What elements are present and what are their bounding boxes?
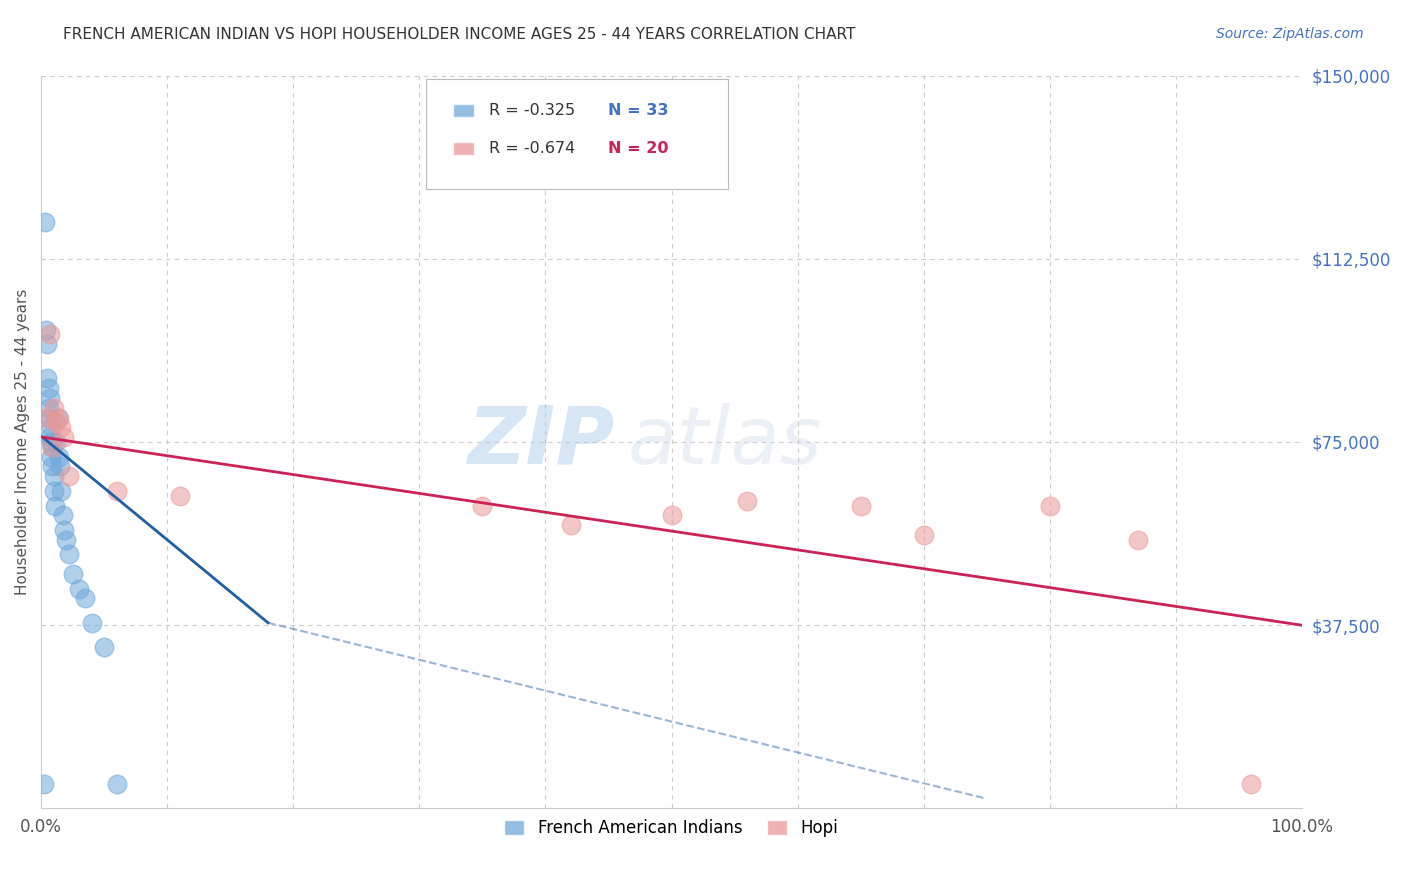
Point [49,459,72,474]
Point [37,371,59,385]
Point [39,391,62,405]
FancyBboxPatch shape [453,142,474,155]
Text: R = -0.325: R = -0.325 [489,103,575,119]
Point [35,323,58,337]
Point [52,430,75,444]
Point [1240,777,1263,791]
Point [58,547,80,561]
Point [42,483,65,498]
Point [34,215,56,229]
Point [1126,533,1149,547]
FancyBboxPatch shape [453,104,474,117]
Point [39,450,62,464]
Point [52,523,75,537]
Point [45,416,67,430]
Point [849,499,872,513]
Text: N = 33: N = 33 [609,103,669,119]
Point [39,410,62,425]
Point [41,440,63,454]
FancyBboxPatch shape [426,79,728,189]
Text: N = 20: N = 20 [609,141,669,156]
Point [471,499,494,513]
Point [39,327,62,342]
Point [38,381,60,395]
Point [37,337,59,351]
Point [105,777,128,791]
Point [560,518,582,533]
Point [93,640,115,655]
Point [169,489,191,503]
Point [44,499,66,513]
Text: R = -0.674: R = -0.674 [489,141,575,156]
Point [39,434,62,449]
Point [1039,499,1062,513]
Text: Source: ZipAtlas.com: Source: ZipAtlas.com [1216,27,1364,41]
Legend: French American Indians, Hopi: French American Indians, Hopi [498,813,845,844]
Point [32,777,55,791]
Point [46,410,69,425]
Point [51,508,73,523]
Point [41,459,63,474]
Point [42,401,65,415]
Point [48,410,70,425]
Point [661,508,683,523]
Text: atlas: atlas [627,403,823,481]
Point [41,440,63,454]
Point [67,582,90,596]
Y-axis label: Householder Income Ages 25 - 44 years: Householder Income Ages 25 - 44 years [15,289,30,595]
Point [80,615,103,630]
Point [48,450,70,464]
Point [75,591,97,606]
Point [62,566,84,581]
Point [39,420,62,434]
Point [735,493,758,508]
Point [51,483,73,498]
Point [912,528,935,542]
Point [45,434,67,449]
Point [58,469,80,483]
Point [38,401,60,415]
Point [35,410,58,425]
Point [55,533,77,547]
Text: FRENCH AMERICAN INDIAN VS HOPI HOUSEHOLDER INCOME AGES 25 - 44 YEARS CORRELATION: FRENCH AMERICAN INDIAN VS HOPI HOUSEHOLD… [63,27,856,42]
Point [105,483,128,498]
Point [42,469,65,483]
Point [39,430,62,444]
Text: ZIP: ZIP [467,403,614,481]
Point [51,420,73,434]
